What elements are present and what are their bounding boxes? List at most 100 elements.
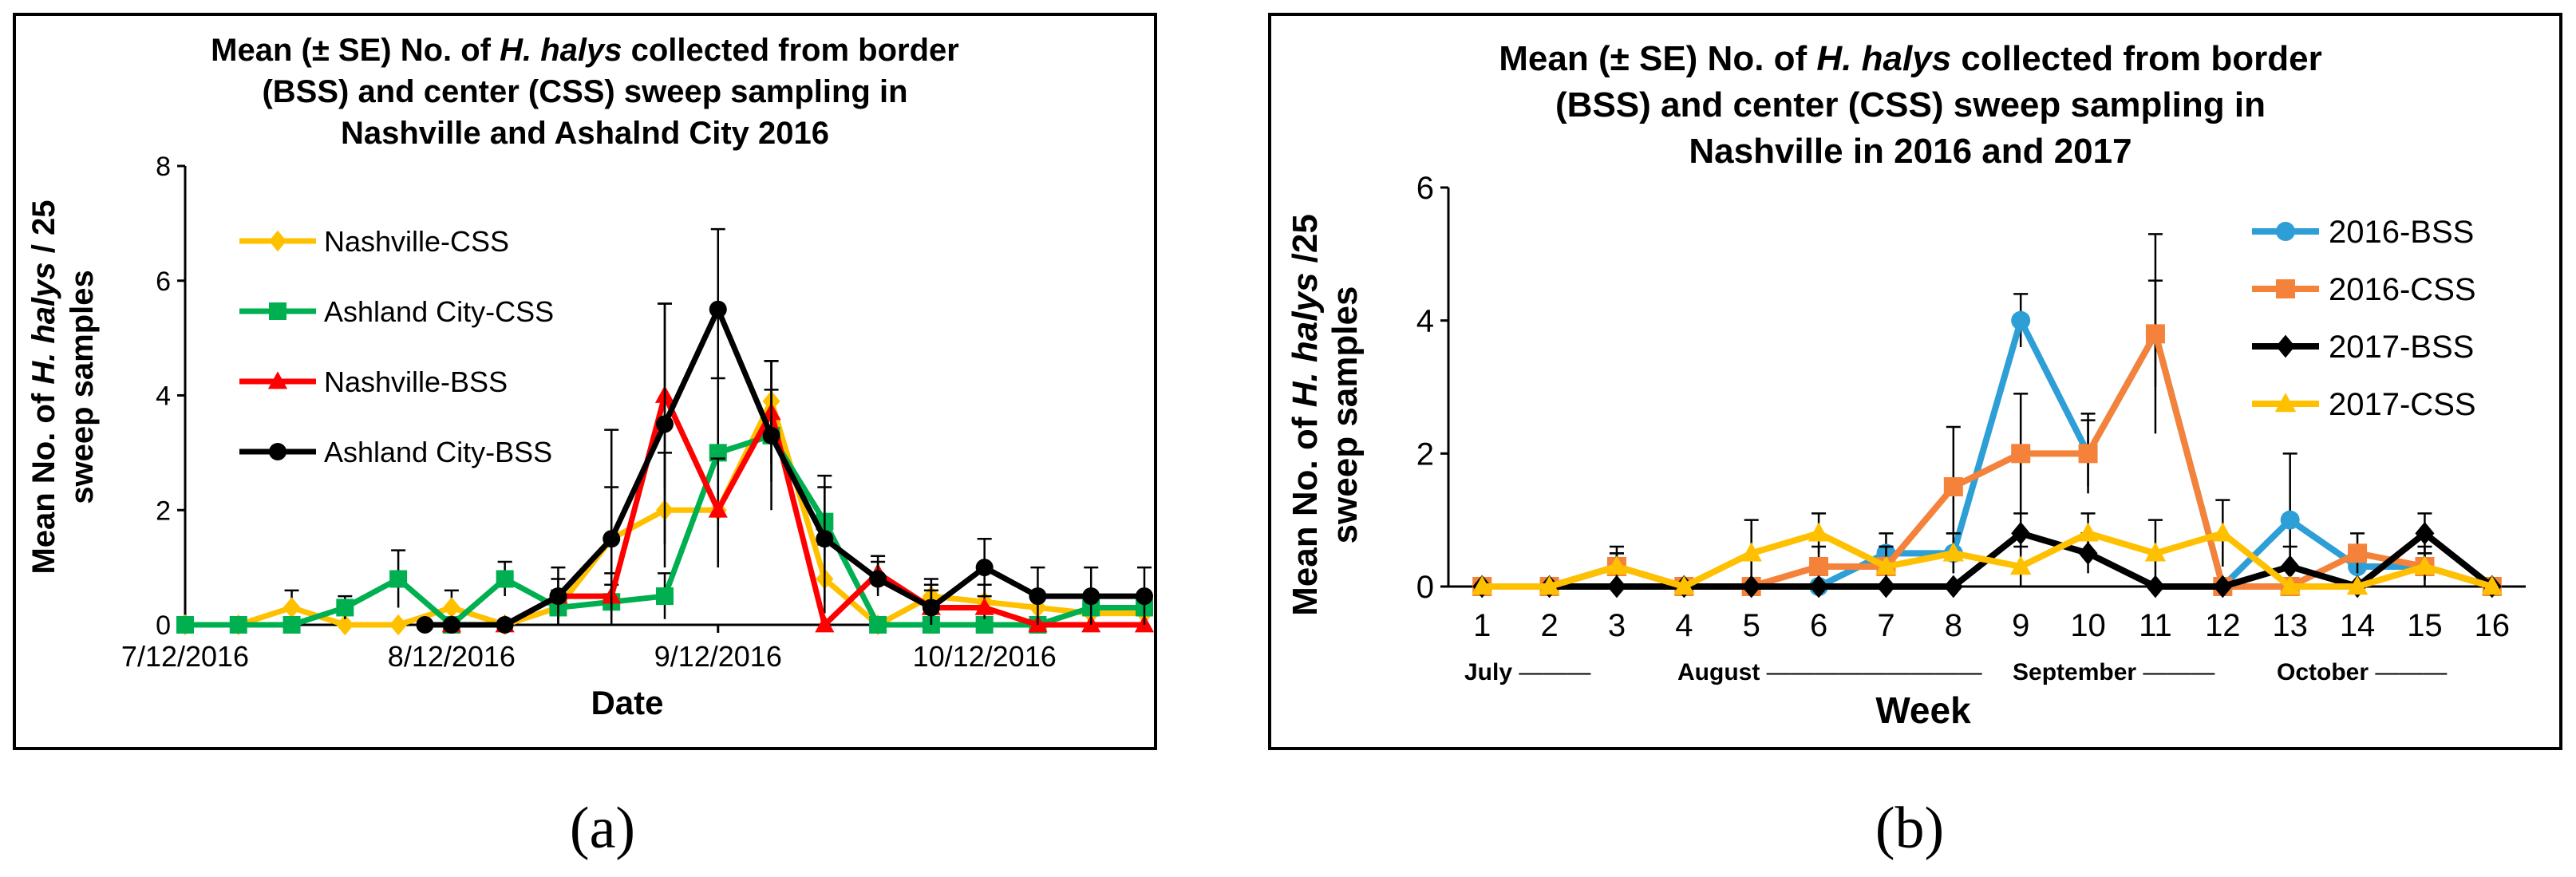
chart-a-data-point <box>389 570 408 588</box>
chart-a-data-point <box>496 570 514 588</box>
chart-b-title-line-1: Mean (± SE) No. of H. halys collected fr… <box>1499 39 2321 78</box>
chart-b-legend-item: 2016-CSS <box>2252 272 2476 307</box>
chart-a-x-tick-label: 10/12/2016 <box>913 640 1057 673</box>
chart-a-data-point <box>708 500 728 518</box>
chart-b-x-tick-label: 6 <box>1810 608 1827 643</box>
chart-b-x-tick-label: 12 <box>2205 608 2241 643</box>
chart-b-x-tick-label: 2 <box>1540 608 1558 643</box>
chart-b-data-point <box>2212 522 2234 542</box>
chart-a-legend-marker <box>269 230 286 252</box>
chart-b-x-tick-label: 9 <box>2012 608 2029 643</box>
chart-a-data-point <box>1029 587 1047 606</box>
panel-label-a: (a) <box>570 796 635 861</box>
chart-a-legend: Nashville-CSS Ashland City-CSS Nashville-B… <box>239 225 554 468</box>
chart-a-legend-item: Ashland City-BSS <box>239 436 552 468</box>
chart-b-data-point <box>2078 444 2098 464</box>
chart-a-series-3 <box>416 227 1153 634</box>
chart-b-y-tick-label: 0 <box>1416 570 1434 605</box>
chart-b-data-point <box>1943 575 1963 598</box>
chart-b-x-tick-label: 15 <box>2407 608 2443 643</box>
chart-b-data-point <box>1539 575 1560 595</box>
chart-a-data-point <box>416 616 434 634</box>
chart-b-legend-item: 2016-BSS <box>2252 215 2474 250</box>
chart-a-x-tick-label: 8/12/2016 <box>388 640 516 673</box>
chart-b-data-point <box>2213 575 2233 598</box>
chart-b-data-point <box>2145 324 2165 344</box>
chart-a-title-line-2: (BSS) and center (CSS) sweep sampling in <box>262 74 907 109</box>
chart-b-month-label: August ————————— <box>1677 659 1982 685</box>
chart-a-legend-item: Nashville-BSS <box>239 365 508 398</box>
chart-b-x-tick-label: 10 <box>2070 608 2106 643</box>
chart-b-x-tick-label: 4 <box>1675 608 1693 643</box>
chart-b-legend-label: 2016-BSS <box>2329 215 2474 250</box>
chart-b-x-tick-label: 13 <box>2272 608 2308 643</box>
chart-b-data-point <box>2415 521 2435 545</box>
chart-b-data-point <box>2414 555 2436 575</box>
chart-b-legend-label: 2016-CSS <box>2329 272 2476 307</box>
chart-b-data-point <box>2346 575 2369 595</box>
chart-b-y-tick-label: 4 <box>1416 304 1434 339</box>
chart-b-series-3 <box>1471 499 2503 595</box>
chart-a-data-point <box>709 444 727 462</box>
chart-a-data-point <box>282 616 301 634</box>
chart-a-data-point <box>603 530 621 548</box>
chart-a-x-tick-label: 9/12/2016 <box>654 640 782 673</box>
chart-b-x-tick-label: 16 <box>2475 608 2511 643</box>
chart-a-plot: 0 2 4 6 8 7/12/2016 8/12/2016 9/12/2016 10/12/20… <box>121 152 1155 673</box>
chart-b-data-point <box>2078 541 2098 565</box>
chart-b-data-point <box>1809 575 1829 598</box>
chart-b-x-tick-label: 1 <box>1473 608 1491 643</box>
chart-a-legend-label: Nashville-CSS <box>324 225 509 258</box>
chart-a-data-point <box>656 415 674 433</box>
chart-a-data-point <box>816 530 834 548</box>
chart-b-ylabel-line-1: Mean No. of H. halys /25 <box>1286 214 1325 616</box>
chart-b-month-label: July ——— <box>1464 659 1590 685</box>
chart-b-x-tick-label: 5 <box>1743 608 1760 643</box>
chart-a-data-point <box>1136 587 1153 606</box>
chart-a-data-point <box>549 587 567 606</box>
chart-b-legend-marker <box>2276 222 2295 241</box>
chart-a-data-point <box>176 616 194 634</box>
chart-b-data-point <box>1673 575 1695 595</box>
chart-b-data-point <box>1809 557 1829 576</box>
chart-a-series-line <box>451 393 1144 628</box>
chart-a-legend-item: Ashland City-CSS <box>239 295 554 328</box>
chart-b-data-point <box>1808 522 1830 542</box>
chart-b-x-tick-label: 7 <box>1877 608 1894 643</box>
chart-a-legend-label: Ashland City-CSS <box>324 295 554 328</box>
chart-a-x-tick-label: 7/12/2016 <box>121 640 249 673</box>
panel-label-b: (b) <box>1875 796 1944 861</box>
chart-a-data-point <box>336 614 354 636</box>
chart-a-ylabel-line-2: sweep samples <box>65 270 100 504</box>
chart-b-title-line-2: (BSS) and center (CSS) sweep sampling in <box>1555 85 2266 124</box>
chart-a-data-point <box>762 426 780 444</box>
chart-b-data-point <box>1942 542 1965 562</box>
chart-a-data-point <box>922 598 940 617</box>
chart-b-title-line-3: Nashville in 2016 and 2017 <box>1689 132 2132 171</box>
chart-b-ylabel-line-2: sweep samples <box>1326 286 1365 544</box>
chart-a-data-point <box>336 598 354 617</box>
chart-b-data-point <box>1875 555 1897 575</box>
chart-b-legend-marker <box>2276 334 2295 358</box>
chart-a-data-point <box>974 597 994 615</box>
chart-a-data-point <box>869 570 887 588</box>
chart-b-data-point <box>2481 575 2503 595</box>
chart-a-y-tick-label: 8 <box>156 152 171 182</box>
chart-b-month-label: October ——— <box>2277 659 2447 685</box>
chart-a-data-point <box>389 614 408 636</box>
chart-b-legend-label: 2017-BSS <box>2329 330 2474 365</box>
chart-b-x-tick-label: 8 <box>1945 608 1962 643</box>
chart-b-x-tick-label: 11 <box>2139 608 2172 643</box>
chart-a-data-point <box>442 616 460 634</box>
chart-b-data-point <box>1943 477 1963 496</box>
chart-a-y-tick-label: 2 <box>156 496 171 526</box>
panel-b-frame <box>1268 13 2562 750</box>
chart-b-data-point <box>1606 555 1628 575</box>
chart-a-y-tick-label: 4 <box>156 381 171 412</box>
chart-b-data-point <box>2077 522 2099 542</box>
chart-b-legend-label: 2017-CSS <box>2329 387 2476 422</box>
chart-a-title-line-3: Nashville and Ashalnd City 2016 <box>341 116 829 151</box>
chart-b-x-tick-label: 3 <box>1608 608 1626 643</box>
chart-a-data-point <box>975 559 994 577</box>
